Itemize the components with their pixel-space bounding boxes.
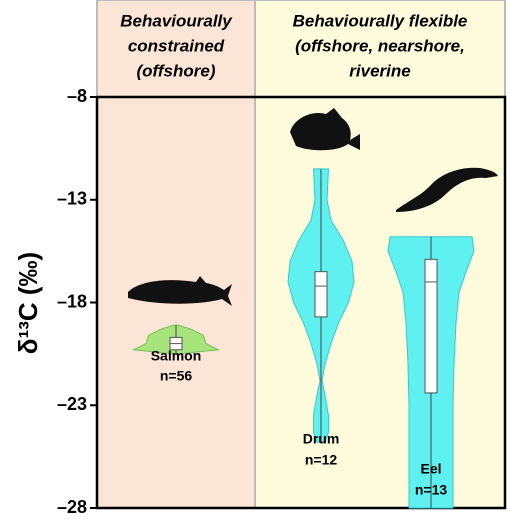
y-tick-label: –28 <box>57 497 87 517</box>
eel-icon <box>396 167 498 212</box>
sample-size: n=56 <box>160 368 193 384</box>
series-label: Salmon <box>151 348 202 364</box>
series-label: Drum <box>303 431 340 447</box>
panel-title: constrained <box>128 36 225 55</box>
drum-icon <box>290 108 360 151</box>
series-label: Eel <box>420 461 441 477</box>
y-tick-label: –18 <box>57 291 87 311</box>
sample-size: n=13 <box>415 482 448 498</box>
panel-background <box>96 0 256 509</box>
panel-title: (offshore, nearshore, <box>295 36 465 55</box>
panel-title: Behaviourally flexible <box>293 11 468 30</box>
box <box>314 271 328 318</box>
box <box>424 258 438 394</box>
panel-title: (offshore) <box>136 61 215 80</box>
panel-title: Behaviourally <box>120 11 233 30</box>
y-axis-label: δ¹³C (‰) <box>13 252 43 354</box>
y-tick-label: –23 <box>57 394 87 414</box>
salmon-icon <box>128 276 232 306</box>
panel-title: riverine <box>349 61 410 80</box>
icons <box>128 108 498 306</box>
y-tick-label: –13 <box>57 189 87 209</box>
sample-size: n=12 <box>305 452 338 468</box>
y-tick-label: –8 <box>67 86 87 106</box>
